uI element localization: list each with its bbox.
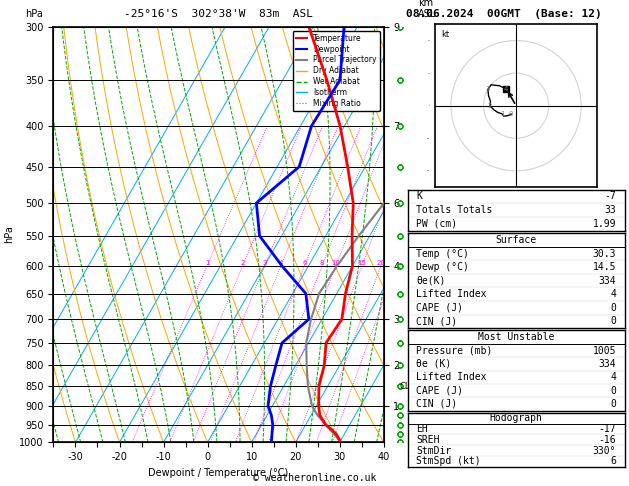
Text: 0: 0	[509, 111, 513, 117]
Text: 334: 334	[598, 276, 616, 286]
Text: Dewp (°C): Dewp (°C)	[416, 262, 469, 272]
Text: SREH: SREH	[416, 435, 440, 445]
Text: θe (K): θe (K)	[416, 359, 452, 369]
Text: CL: CL	[400, 382, 410, 391]
Text: 15: 15	[357, 260, 366, 266]
Text: 2: 2	[488, 103, 493, 109]
Text: 30.3: 30.3	[593, 248, 616, 259]
Text: 20: 20	[377, 260, 386, 266]
Text: Pressure (mb): Pressure (mb)	[416, 346, 493, 356]
Text: CAPE (J): CAPE (J)	[416, 385, 464, 396]
Text: 3: 3	[486, 87, 490, 92]
Legend: Temperature, Dewpoint, Parcel Trajectory, Dry Adiabat, Wet Adiabat, Isotherm, Mi: Temperature, Dewpoint, Parcel Trajectory…	[292, 31, 380, 111]
Text: 10: 10	[331, 260, 340, 266]
Text: CAPE (J): CAPE (J)	[416, 303, 464, 313]
Text: Surface: Surface	[496, 235, 537, 245]
Text: 6: 6	[610, 456, 616, 466]
Text: StmSpd (kt): StmSpd (kt)	[416, 456, 481, 466]
Text: CIN (J): CIN (J)	[416, 399, 457, 409]
Text: 4: 4	[610, 289, 616, 299]
Y-axis label: km
ASL: km ASL	[418, 235, 437, 256]
X-axis label: Dewpoint / Temperature (°C): Dewpoint / Temperature (°C)	[148, 468, 289, 478]
Text: Temp (°C): Temp (°C)	[416, 248, 469, 259]
Text: kt: kt	[441, 30, 449, 39]
Text: StmDir: StmDir	[416, 446, 452, 455]
Text: hPa: hPa	[25, 9, 43, 19]
Text: PW (cm): PW (cm)	[416, 219, 457, 229]
Text: 4: 4	[610, 372, 616, 382]
Text: 14.5: 14.5	[593, 262, 616, 272]
Text: 1.99: 1.99	[593, 219, 616, 229]
Text: 330°: 330°	[593, 446, 616, 455]
Text: Hodograph: Hodograph	[489, 414, 543, 423]
Text: -16: -16	[598, 435, 616, 445]
Text: 0: 0	[610, 399, 616, 409]
Text: 2: 2	[240, 260, 245, 266]
Text: 334: 334	[598, 359, 616, 369]
Text: 4: 4	[279, 260, 283, 266]
Text: 4: 4	[504, 86, 508, 92]
Text: 8: 8	[320, 260, 325, 266]
Text: θe(K): θe(K)	[416, 276, 446, 286]
Text: Most Unstable: Most Unstable	[478, 332, 554, 342]
Text: © weatheronline.co.uk: © weatheronline.co.uk	[253, 473, 376, 483]
Text: K: K	[416, 191, 422, 201]
Text: 0: 0	[610, 385, 616, 396]
Text: 1: 1	[500, 111, 504, 117]
Text: 3: 3	[262, 260, 267, 266]
Text: Lifted Index: Lifted Index	[416, 289, 487, 299]
Text: km
ASL: km ASL	[418, 0, 437, 19]
Text: Totals Totals: Totals Totals	[416, 205, 493, 215]
Text: 1: 1	[204, 260, 209, 266]
Text: 6: 6	[303, 260, 307, 266]
Text: -25°16'S  302°38'W  83m  ASL: -25°16'S 302°38'W 83m ASL	[124, 9, 313, 19]
Text: EH: EH	[416, 424, 428, 434]
Text: 0: 0	[610, 303, 616, 313]
Text: -17: -17	[598, 424, 616, 434]
Text: Lifted Index: Lifted Index	[416, 372, 487, 382]
Y-axis label: hPa: hPa	[4, 226, 14, 243]
Text: CIN (J): CIN (J)	[416, 316, 457, 326]
Text: 1005: 1005	[593, 346, 616, 356]
Text: 08.06.2024  00GMT  (Base: 12): 08.06.2024 00GMT (Base: 12)	[406, 9, 601, 19]
Text: 0: 0	[610, 316, 616, 326]
Text: 33: 33	[604, 205, 616, 215]
Text: -7: -7	[604, 191, 616, 201]
